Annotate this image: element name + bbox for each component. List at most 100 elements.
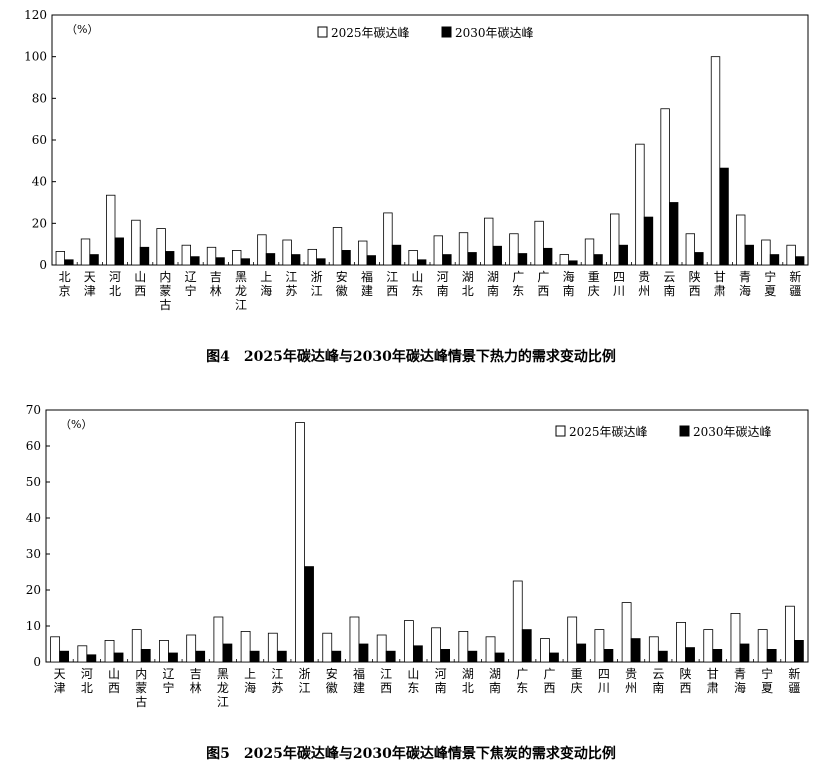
y-tick-label: 10 — [26, 619, 41, 633]
x-tick-label-char: 州 — [638, 284, 650, 298]
bar-2025 — [383, 212, 393, 266]
x-tick-label-char: 云 — [652, 667, 664, 681]
bar-2030 — [795, 256, 805, 266]
x-tick-label: 黑龙江 — [217, 667, 229, 709]
x-tick-label-char: 江 — [386, 270, 398, 284]
x-tick-label: 新疆 — [788, 666, 800, 695]
bar-2030 — [492, 245, 502, 266]
legend-swatch — [555, 425, 566, 437]
x-tick-label: 江西 — [380, 667, 392, 695]
x-tick-label-char: 蒙 — [159, 284, 171, 298]
bar-2030 — [222, 643, 233, 663]
bar-2030 — [593, 254, 603, 266]
x-tick-label-char: 福 — [353, 666, 365, 681]
bar-2025 — [213, 616, 224, 663]
x-tick-label: 天津 — [84, 270, 96, 298]
x-tick-label: 青海 — [734, 667, 746, 695]
bar-2030 — [341, 250, 351, 266]
x-tick-label-char: 海 — [244, 680, 256, 695]
x-tick-label-char: 湖 — [462, 269, 474, 284]
x-tick-label: 浙江 — [311, 270, 323, 298]
bar-2025 — [131, 629, 142, 663]
bar-2025 — [159, 640, 169, 663]
x-tick-label: 贵州 — [638, 270, 650, 298]
y-tick-label: 0 — [39, 258, 47, 272]
bar-2030 — [240, 258, 250, 266]
bar-2025 — [232, 250, 242, 266]
x-tick-label-char: 山 — [411, 270, 423, 284]
bar-2025 — [648, 636, 659, 663]
x-tick-label-char: 四 — [613, 270, 625, 284]
x-tick-label-char: 建 — [361, 284, 373, 298]
bar-2025 — [267, 632, 278, 663]
x-tick-label: 内蒙古 — [159, 270, 171, 312]
bar-2030 — [249, 650, 260, 663]
x-tick-label: 四川 — [598, 667, 610, 695]
x-tick-label-char: 山 — [407, 667, 419, 681]
x-tick-label: 福建 — [361, 269, 373, 298]
bar-2030 — [59, 650, 70, 663]
x-tick-label: 河南 — [435, 667, 447, 695]
x-tick-label-char: 南 — [487, 283, 499, 298]
x-tick-label-char: 西 — [543, 681, 555, 695]
bar-2025 — [106, 194, 116, 266]
legend-swatch — [441, 26, 452, 38]
bar-2030 — [576, 643, 587, 663]
x-tick-label: 甘肃 — [714, 270, 726, 298]
x-tick-label-char: 肃 — [707, 681, 719, 695]
unit-label: （%） — [60, 418, 92, 431]
bar-2030 — [669, 202, 679, 266]
x-tick-label-char: 山 — [134, 270, 146, 284]
y-tick-label: 100 — [24, 50, 47, 64]
x-tick-label-char: 海 — [260, 283, 272, 298]
bar-2025 — [257, 234, 267, 266]
bar-2030 — [331, 650, 342, 663]
bar-2030 — [694, 252, 704, 266]
bar-2030 — [793, 640, 804, 663]
x-tick-label-char: 东 — [407, 681, 419, 695]
x-tick-label-char: 津 — [54, 681, 66, 695]
x-tick-label-char: 夏 — [764, 284, 776, 298]
x-tick-label-char: 湖 — [489, 666, 501, 681]
x-tick-label-char: 安 — [326, 666, 338, 681]
x-tick-label-char: 天 — [84, 270, 96, 284]
x-tick-label-char: 河 — [435, 667, 447, 681]
bar-2030 — [89, 254, 99, 266]
x-tick-label-char: 甘 — [714, 270, 726, 284]
x-tick-label: 山东 — [411, 270, 423, 298]
x-tick-label-char: 北 — [81, 681, 93, 695]
x-tick-label-char: 徽 — [326, 680, 338, 695]
bar-2030 — [64, 259, 74, 266]
x-tick-label: 广东 — [512, 270, 524, 298]
x-tick-label: 浙江 — [299, 667, 311, 695]
bar-2025 — [358, 240, 368, 266]
bar-2025 — [332, 227, 343, 266]
x-tick-label-char: 江 — [311, 284, 323, 298]
bar-2030 — [744, 244, 754, 266]
bar-2030 — [316, 258, 326, 266]
plot-frame — [45, 409, 809, 663]
bar-2025 — [206, 246, 217, 266]
bar-2025 — [295, 422, 305, 663]
bar-2025 — [784, 605, 795, 663]
x-tick-label: 北京 — [59, 270, 71, 298]
bar-2025 — [567, 616, 578, 663]
bar-2030 — [517, 253, 528, 266]
x-tick-label-char: 天 — [54, 667, 66, 681]
x-tick-label-char: 龙 — [217, 681, 229, 695]
x-tick-label: 河南 — [437, 270, 449, 298]
x-tick-label: 江西 — [386, 270, 398, 298]
bar-2025 — [104, 640, 115, 663]
x-tick-label: 云南 — [652, 667, 664, 695]
x-tick-label-char: 江 — [271, 667, 283, 681]
x-tick-label: 福建 — [353, 666, 365, 695]
x-tick-label-char: 河 — [437, 270, 449, 284]
bar-2025 — [786, 244, 796, 266]
x-tick-label-char: 北 — [59, 270, 71, 284]
x-tick-label-char: 海 — [739, 283, 751, 298]
x-tick-label-char: 西 — [386, 284, 398, 298]
y-tick-label: 20 — [32, 216, 47, 230]
bar-2025 — [534, 220, 544, 266]
x-tick-label-char: 江 — [285, 270, 297, 284]
